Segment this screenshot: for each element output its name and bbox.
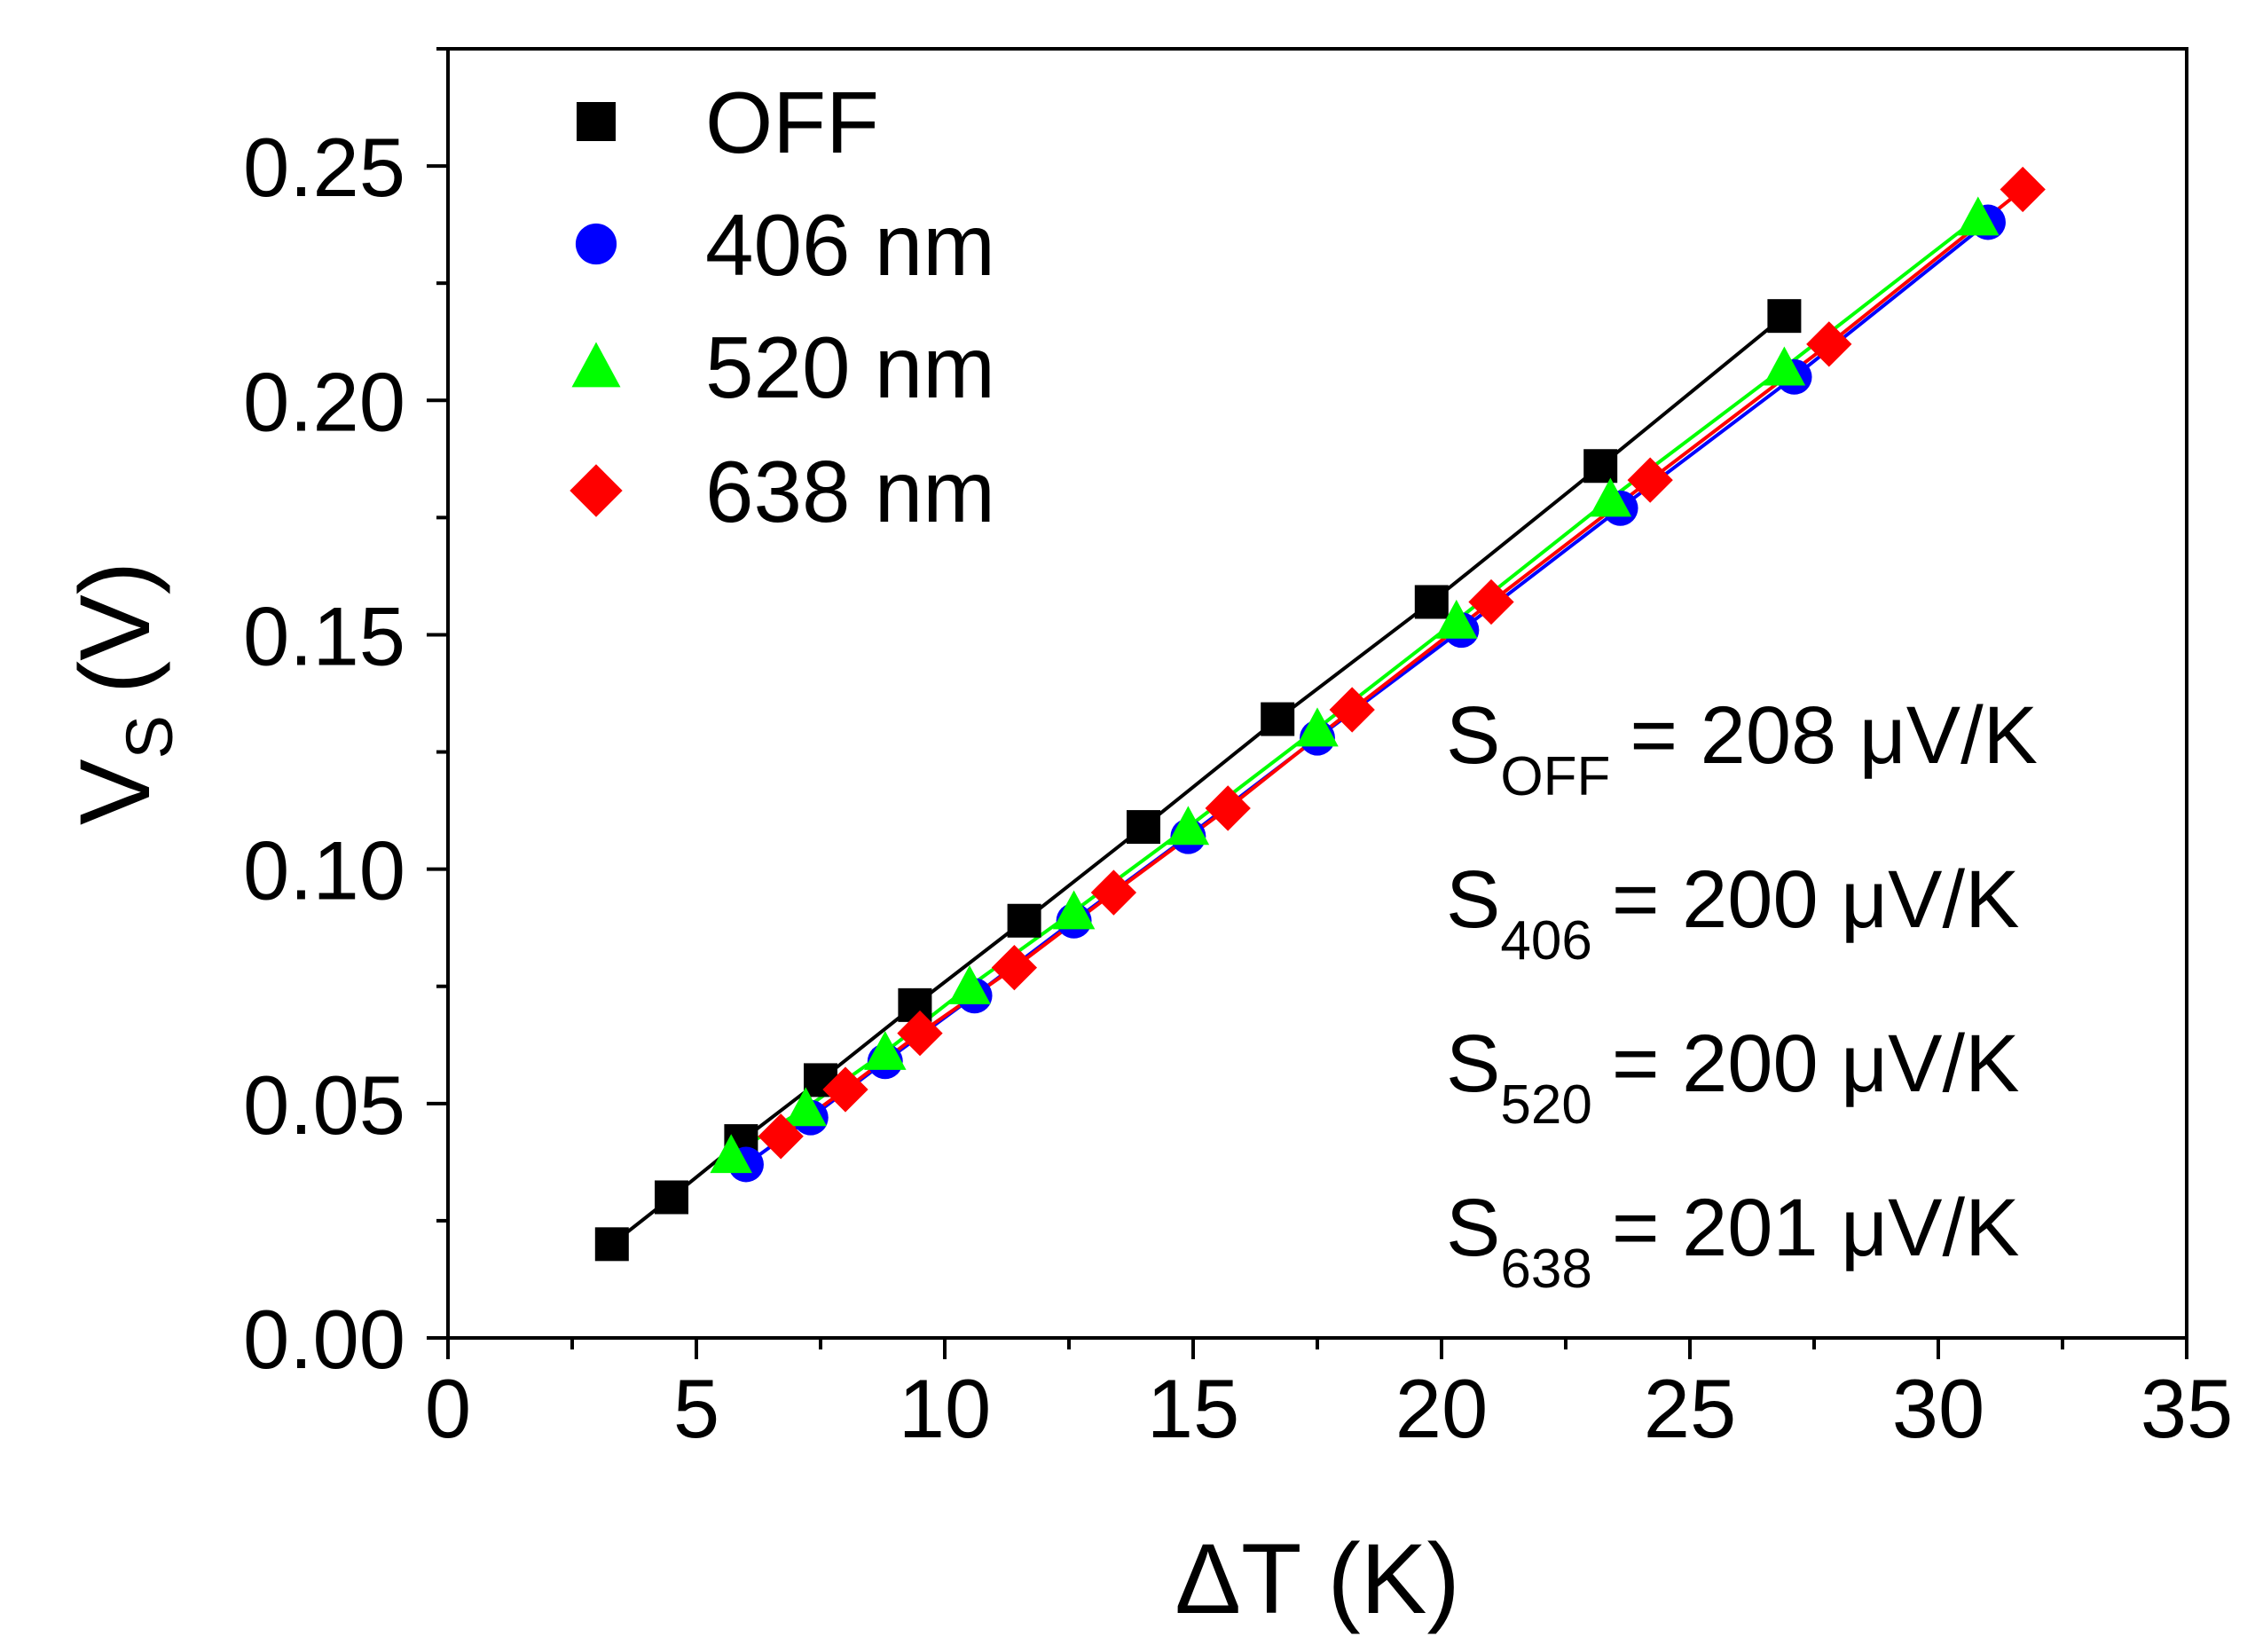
data-point-diamond [1205, 785, 1251, 831]
annotation-symbol: S [1446, 854, 1500, 945]
legend-label: 406 nm [705, 196, 995, 294]
data-point-triangle [1589, 477, 1632, 517]
x-tick-label: 35 [2141, 1362, 2234, 1455]
data-point-triangle [1167, 806, 1210, 846]
annotation-value: = 200 μV/K [1612, 1019, 2020, 1109]
data-point-diamond [991, 944, 1038, 991]
legend-marker-diamond [570, 464, 623, 517]
x-tick-label: 20 [1395, 1362, 1489, 1455]
y-tick-label: 0.00 [243, 1293, 405, 1386]
legend-label: 520 nm [705, 319, 995, 416]
seebeck-annotation: S638 = 201 μV/K [1446, 1183, 2019, 1300]
seebeck-annotation: S520 = 200 μV/K [1446, 1019, 2019, 1136]
annotation-symbol: S [1446, 1019, 1500, 1109]
x-tick-label: 10 [899, 1362, 992, 1455]
x-tick-label: 5 [673, 1362, 719, 1455]
y-tick-label: 0.15 [243, 589, 405, 682]
x-tick-label: 25 [1644, 1362, 1737, 1455]
data-point-square [655, 1180, 688, 1215]
annotation-value: = 208 μV/K [1630, 690, 2038, 781]
data-point-triangle [864, 1030, 907, 1070]
data-markers [594, 166, 2046, 1262]
data-point-square [1127, 810, 1160, 845]
data-point-square [1007, 903, 1041, 938]
x-tick-label: 15 [1147, 1362, 1240, 1455]
y-tick-label: 0.20 [243, 355, 405, 448]
data-point-triangle [784, 1087, 827, 1127]
data-point-diamond [1627, 457, 1673, 503]
data-point-square [1261, 702, 1295, 736]
legend: OFF 406 nm 520 nm 638 nm [570, 74, 995, 540]
data-point-diamond [897, 1010, 943, 1057]
seebeck-annotation: SOFF = 208 μV/K [1446, 690, 2038, 807]
legend-marker-triangle [571, 342, 621, 388]
x-tick-label: 0 [425, 1362, 471, 1455]
legend-label: OFF [705, 74, 879, 171]
legend-label: 638 nm [705, 443, 995, 540]
legend-marker-square [577, 102, 616, 141]
annotation-value: = 200 μV/K [1612, 854, 2020, 945]
y-tick-label: 0.05 [243, 1058, 405, 1152]
data-point-triangle [1957, 196, 2000, 236]
data-point-diamond [1329, 687, 1375, 733]
legend-marker-circle [575, 223, 617, 265]
annotation-subscript: OFF [1500, 746, 1610, 807]
data-point-diamond [1090, 869, 1137, 916]
data-point-square [1414, 585, 1449, 619]
y-tick-label: 0.10 [243, 824, 405, 917]
y-axis-title: VS (V) [59, 562, 186, 825]
annotation-subscript: 520 [1500, 1074, 1591, 1136]
data-point-diamond [758, 1113, 804, 1160]
data-point-square [1767, 299, 1802, 334]
data-point-diamond [2000, 166, 2046, 213]
data-point-triangle [1296, 707, 1339, 747]
data-point-square [1583, 449, 1618, 484]
x-tick-label: 30 [1892, 1362, 1985, 1455]
y-axis-title-sub: S [113, 715, 186, 759]
annotation-subscript: 638 [1500, 1239, 1591, 1300]
data-point-triangle [1435, 599, 1478, 639]
data-point-triangle [710, 1134, 752, 1174]
data-point-triangle [1763, 346, 1806, 386]
annotation-value: = 201 μV/K [1612, 1183, 2020, 1273]
annotation-symbol: S [1446, 690, 1500, 781]
y-axis-title-main: V [59, 759, 170, 825]
x-axis-title: ΔT (K) [1175, 1523, 1460, 1634]
axes: 0 5 10 15 20 25 30 35 0.00 0.05 0.10 0.15 0.20 0.25 ΔT… [59, 47, 2234, 1634]
y-axis-title-unit: (V) [59, 562, 170, 694]
seebeck-annotation: S406 = 200 μV/K [1446, 854, 2019, 972]
y-tick-label: 0.25 [243, 121, 405, 214]
annotation-subscript: 406 [1500, 910, 1591, 972]
data-point-diamond [822, 1066, 868, 1113]
annotation-symbol: S [1446, 1183, 1500, 1273]
data-point-square [594, 1227, 629, 1262]
data-point-triangle [1052, 890, 1096, 930]
data-point-diamond [1806, 321, 1852, 367]
data-point-triangle [948, 964, 991, 1004]
data-point-diamond [1468, 578, 1514, 625]
